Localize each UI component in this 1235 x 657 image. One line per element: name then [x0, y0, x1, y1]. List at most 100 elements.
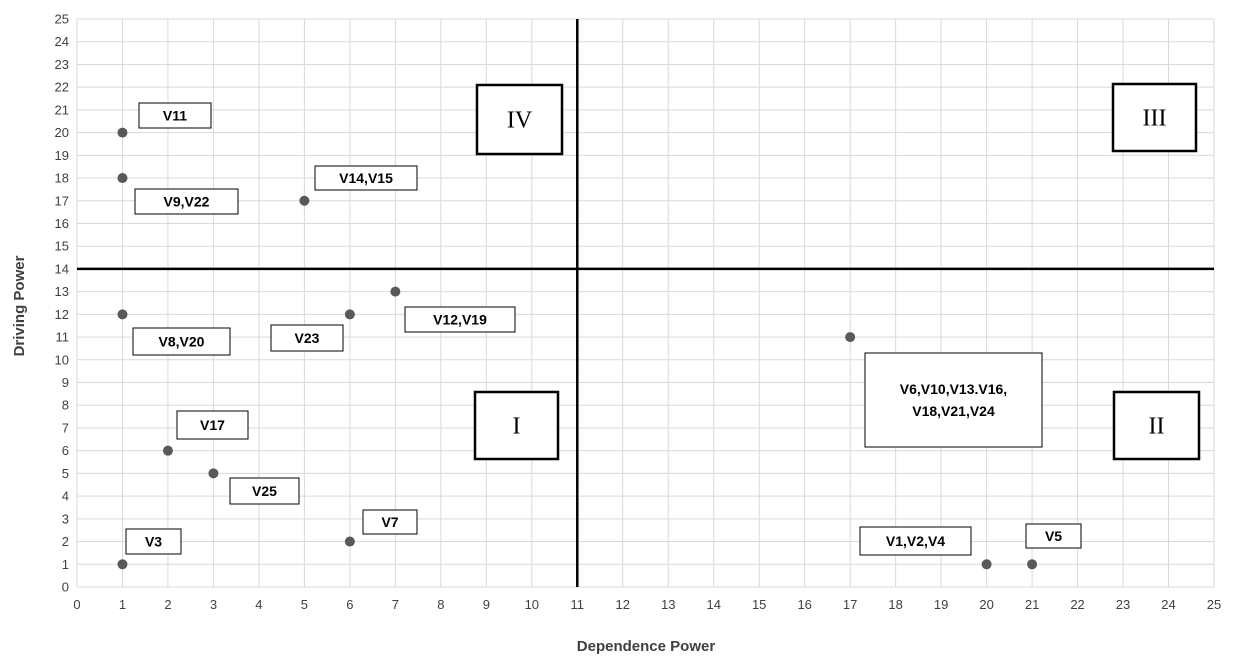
x-tick-label: 20: [979, 597, 993, 612]
y-tick-label: 4: [62, 489, 69, 504]
point-label-box: V3: [125, 528, 182, 555]
x-tick-label: 5: [301, 597, 308, 612]
x-tick-label: 25: [1207, 597, 1221, 612]
point-label-box: V9,V22: [134, 188, 239, 215]
y-tick-label: 14: [55, 261, 69, 276]
point-label-rect: [864, 352, 1043, 448]
quadrant-label: III: [1143, 106, 1167, 132]
x-tick-label: 24: [1161, 597, 1175, 612]
y-tick-label: 24: [55, 34, 69, 49]
point-label-box: V23: [270, 324, 344, 352]
data-point: [162, 445, 173, 456]
point-label-box: V17: [176, 410, 249, 440]
point-label-rect: [859, 526, 972, 556]
point-label-rect: [404, 306, 516, 333]
point-label-rect: [138, 102, 212, 129]
data-point: [981, 559, 992, 570]
y-tick-label: 9: [62, 375, 69, 390]
point-label: V5: [1045, 528, 1062, 544]
y-tick-label: 19: [55, 148, 69, 163]
x-tick-label: 16: [797, 597, 811, 612]
x-tick-label: 23: [1116, 597, 1130, 612]
quadrant-dividers: [77, 19, 1214, 587]
y-tick-label: 21: [55, 102, 69, 117]
x-tick-label: 8: [437, 597, 444, 612]
y-tick-label: 25: [55, 12, 69, 27]
data-point: [208, 468, 219, 479]
point-label-box: V14,V15: [314, 165, 418, 191]
data-point: [117, 173, 128, 184]
point-label: V23: [295, 330, 320, 346]
y-tick-label: 5: [62, 466, 69, 481]
y-tick-label: 18: [55, 171, 69, 186]
point-label: V6,V10,V13.V16, V18,V21,V24: [900, 381, 1007, 419]
point-label-line: V12,V19: [433, 312, 487, 328]
point-label-line: V14,V15: [339, 170, 393, 186]
point-label-line: V6,V10,V13.V16,: [900, 381, 1007, 397]
point-label-line: V5: [1045, 528, 1062, 544]
data-point: [117, 127, 128, 138]
data-point: [299, 195, 310, 206]
x-tick-label: 19: [934, 597, 948, 612]
point-label: V1,V2,V4: [886, 533, 945, 549]
point-label-box: V12,V19: [404, 306, 516, 333]
x-tick-label: 10: [525, 597, 539, 612]
x-tick-label: 6: [346, 597, 353, 612]
point-label: V25: [252, 483, 277, 499]
quadrant-label-box: II: [1112, 390, 1201, 461]
x-tick-label: 2: [164, 597, 171, 612]
y-tick-label: 10: [55, 352, 69, 367]
y-tick-label: 16: [55, 216, 69, 231]
point-label-line: V1,V2,V4: [886, 533, 945, 549]
point-label-line: V23: [295, 330, 320, 346]
point-label-box: V6,V10,V13.V16, V18,V21,V24: [864, 352, 1043, 448]
x-tick-label: 22: [1070, 597, 1084, 612]
point-label: V9,V22: [164, 194, 210, 210]
point-label: V8,V20: [159, 334, 205, 350]
point-label-line: V18,V21,V24: [912, 403, 995, 419]
quadrant-label: I: [513, 414, 521, 440]
point-label-box: V25: [229, 477, 300, 505]
point-label-box: V8,V20: [132, 327, 231, 356]
y-tick-label: 0: [62, 580, 69, 595]
x-tick-label: 3: [210, 597, 217, 612]
quadrant-label-box: IV: [475, 83, 564, 156]
point-label-rect: [125, 528, 182, 555]
point-label-box: V11: [138, 102, 212, 129]
quadrant-label-box: I: [473, 390, 560, 461]
point-label: V17: [200, 417, 225, 433]
x-tick-label: 7: [392, 597, 399, 612]
y-tick-label: 15: [55, 239, 69, 254]
quadrant-label-box: III: [1111, 82, 1198, 153]
point-labels: V11 V9,V22 V14,V15 V12,V19 V8,V20 V23 V6,V10,V…: [125, 102, 1082, 556]
x-tick-label: 11: [571, 597, 585, 612]
y-tick-label: 13: [55, 284, 69, 299]
quadrant-box: [1112, 390, 1201, 461]
point-label-line: V9,V22: [164, 194, 210, 210]
x-tick-label: 12: [616, 597, 630, 612]
point-label: V7: [381, 514, 398, 530]
y-tick-label: 3: [62, 511, 69, 526]
quadrant-label: II: [1149, 414, 1165, 440]
point-label: V3: [145, 534, 162, 550]
data-point: [344, 309, 355, 320]
data-point: [390, 286, 401, 297]
point-label-line: V7: [381, 514, 398, 530]
x-axis-title: Dependence Power: [577, 638, 716, 655]
point-label-line: V25: [252, 483, 277, 499]
y-tick-label: 12: [55, 307, 69, 322]
point-label-line: V8,V20: [159, 334, 205, 350]
y-tick-label: 1: [62, 557, 69, 572]
data-point: [344, 536, 355, 547]
y-tick-label: 7: [62, 420, 69, 435]
point-label: V11: [163, 108, 187, 124]
point-label-rect: [176, 410, 249, 440]
point-label-line: V17: [200, 417, 225, 433]
x-axis-ticks: 0 1 2 3 4 5 6 7 8 9 10 11 12 13 14 15 16 17 18 19 20 21 22 23 24…: [73, 597, 1221, 612]
data-points: [117, 127, 1038, 570]
y-tick-label: 6: [62, 443, 69, 458]
point-label-rect: [1025, 523, 1082, 549]
point-label-rect: [362, 509, 418, 535]
